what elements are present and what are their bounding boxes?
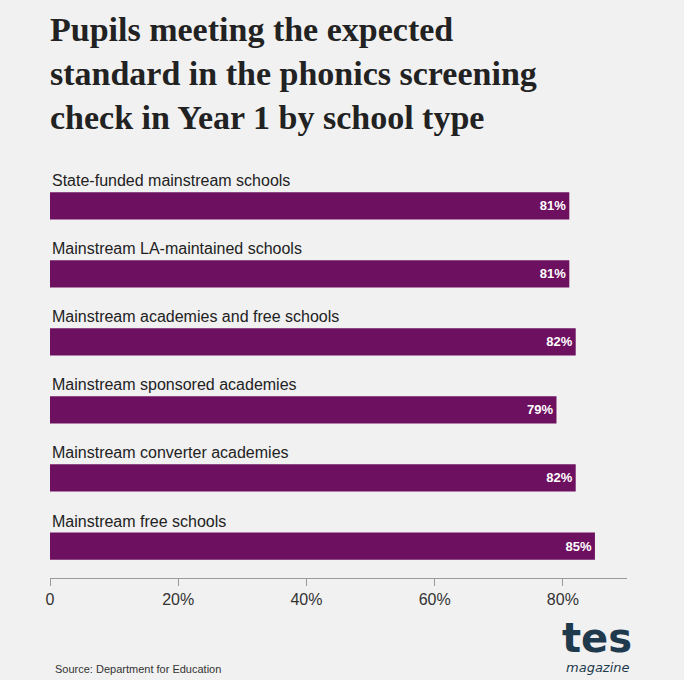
svg-text:80%: 80% bbox=[547, 591, 579, 608]
svg-text:82%: 82% bbox=[546, 334, 572, 349]
svg-text:magazine: magazine bbox=[566, 660, 630, 675]
svg-text:tes: tes bbox=[562, 615, 632, 661]
svg-text:20%: 20% bbox=[162, 591, 194, 608]
svg-text:82%: 82% bbox=[546, 470, 572, 485]
svg-text:0: 0 bbox=[46, 591, 55, 608]
svg-text:Mainstream sponsored academies: Mainstream sponsored academies bbox=[52, 376, 297, 393]
svg-text:81%: 81% bbox=[540, 198, 566, 213]
svg-text:79%: 79% bbox=[527, 402, 553, 417]
svg-text:85%: 85% bbox=[565, 539, 591, 554]
svg-text:State-funded mainstream school: State-funded mainstream schools bbox=[52, 172, 290, 189]
svg-text:Mainstream LA-maintained schoo: Mainstream LA-maintained schools bbox=[52, 240, 302, 257]
svg-text:Mainstream academies and free: Mainstream academies and free schools bbox=[52, 308, 339, 325]
svg-text:Mainstream converter academies: Mainstream converter academies bbox=[52, 444, 289, 461]
svg-text:Pupils meeting the expectedsta: Pupils meeting the expectedstandard in t… bbox=[50, 11, 537, 136]
svg-text:81%: 81% bbox=[540, 266, 566, 281]
svg-text:Mainstream free schools: Mainstream free schools bbox=[52, 513, 226, 530]
svg-text:Source: Department for Educati: Source: Department for Education bbox=[55, 663, 221, 675]
svg-text:60%: 60% bbox=[419, 591, 451, 608]
svg-text:40%: 40% bbox=[290, 591, 322, 608]
